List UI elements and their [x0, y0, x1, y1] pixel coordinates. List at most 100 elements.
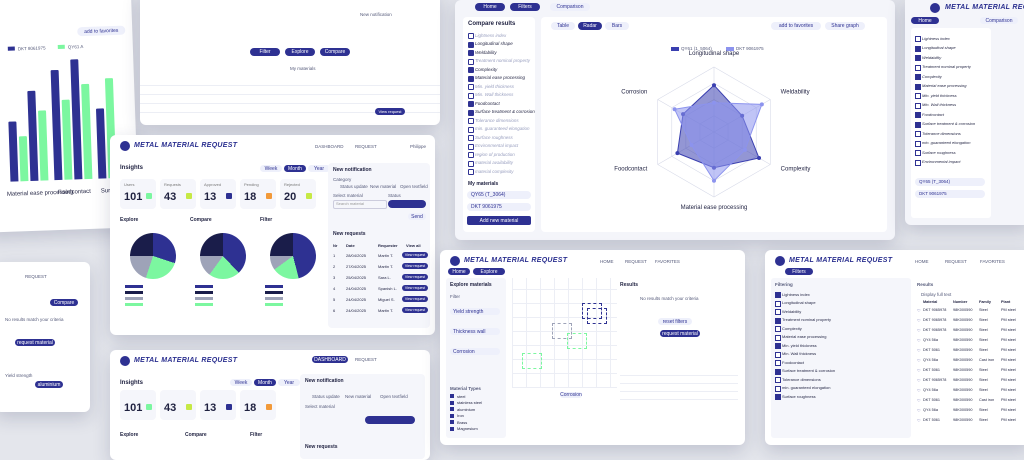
nav-dashboard[interactable]: DASHBOARD [315, 144, 344, 149]
tab-month[interactable]: Month [254, 379, 276, 386]
view-request-button[interactable]: View request [402, 307, 428, 313]
tab-month[interactable]: Month [284, 165, 306, 172]
view-more-button[interactable]: View request [375, 108, 405, 115]
nav-request[interactable]: REQUEST [625, 259, 647, 264]
property-checkbox[interactable] [468, 143, 474, 150]
property-checkbox[interactable] [468, 135, 474, 141]
tab-week[interactable]: Week [260, 165, 282, 172]
property-checkbox[interactable] [915, 64, 921, 71]
nav-favorites[interactable]: FAVORITES [655, 259, 680, 264]
property-checkbox[interactable] [468, 33, 474, 39]
filter-checkbox[interactable] [775, 326, 781, 332]
property-checkbox[interactable] [468, 50, 474, 56]
add-to-favorites-button[interactable]: add to favorites [771, 22, 821, 30]
type-checkbox[interactable] [450, 400, 454, 405]
favorite-icon[interactable]: ♡ [917, 308, 921, 313]
material-item[interactable]: QY65 (T_3064) [467, 191, 531, 199]
view-request-button[interactable]: View request [402, 263, 428, 269]
add-to-favorites-button[interactable]: add to favorites [77, 25, 126, 37]
breadcrumb-home[interactable]: Home [911, 17, 939, 24]
property-checkbox[interactable] [468, 84, 474, 90]
share-graph-button[interactable]: Share graph [825, 22, 865, 30]
nav-home[interactable]: HOME [915, 259, 929, 264]
request-material-button[interactable]: request material [15, 339, 55, 346]
type-checkbox[interactable] [450, 394, 454, 398]
send-button[interactable]: Send [408, 213, 426, 220]
favorite-icon[interactable]: ♡ [917, 368, 921, 373]
view-request-button[interactable]: View request [402, 274, 428, 280]
nav-request[interactable]: REQUEST [355, 357, 377, 362]
compare-button[interactable]: Compare [50, 299, 78, 306]
filter-checkbox[interactable] [775, 292, 781, 298]
property-checkbox[interactable] [915, 112, 921, 118]
tab-bars[interactable]: Bars [605, 22, 629, 30]
view-request-button[interactable]: View request [402, 296, 428, 302]
favorite-icon[interactable]: ♡ [917, 388, 921, 393]
breadcrumb-filters[interactable]: Filters [785, 268, 813, 275]
material-item[interactable]: DKT 9061975 [467, 203, 531, 211]
filter-checkbox[interactable] [775, 360, 781, 366]
material-item[interactable]: DKT 9061975 [915, 190, 985, 198]
status-select[interactable] [365, 416, 415, 424]
property-checkbox[interactable] [915, 45, 921, 52]
filter-checkbox[interactable] [775, 394, 781, 400]
breadcrumb-home[interactable]: Home [448, 268, 470, 275]
nav-favorites[interactable]: FAVORITES [980, 259, 1005, 264]
filter-checkbox[interactable] [775, 377, 781, 383]
radio-open-textfield[interactable]: Open textfield [380, 394, 408, 399]
corrosion-tab[interactable]: Corrosion [560, 392, 582, 398]
favorite-icon[interactable]: ♡ [917, 398, 921, 403]
favorite-icon[interactable]: ♡ [917, 348, 921, 353]
property-checkbox[interactable] [915, 140, 921, 147]
thickness-wall-select[interactable]: Thickness wall [450, 328, 500, 335]
display-full-text[interactable]: Display full text [921, 292, 952, 297]
property-checkbox[interactable] [915, 121, 921, 128]
property-checkbox[interactable] [468, 152, 474, 158]
property-checkbox[interactable] [915, 55, 921, 61]
breadcrumb-filters[interactable]: Filters [510, 3, 540, 11]
radio-new-material[interactable]: New material [345, 394, 372, 399]
view-request-button[interactable]: View request [402, 252, 428, 258]
type-checkbox[interactable] [450, 420, 454, 424]
tab-table[interactable]: Table [551, 22, 575, 30]
breadcrumb-comparison[interactable]: Comparison [980, 17, 1018, 24]
property-checkbox[interactable] [915, 102, 921, 109]
corrosion-select[interactable]: Corrosion [450, 348, 500, 355]
breadcrumb-comparison[interactable]: Comparison [550, 3, 590, 11]
filter-checkbox[interactable] [775, 368, 781, 375]
filter-checkbox[interactable] [775, 300, 781, 307]
property-checkbox[interactable] [468, 92, 474, 99]
request-material-button[interactable]: request material [660, 330, 700, 337]
view-request-button[interactable]: View request [402, 285, 428, 291]
explore-button[interactable]: Explore [285, 48, 315, 56]
filter-checkbox[interactable] [775, 317, 781, 324]
status-select[interactable] [388, 200, 426, 208]
property-checkbox[interactable] [915, 74, 921, 80]
compare-button[interactable]: Compare [320, 48, 350, 56]
radio-status-update[interactable]: Status update [312, 394, 340, 399]
filter-checkbox[interactable] [775, 309, 781, 315]
tab-year[interactable]: Year [308, 165, 330, 172]
tab-year[interactable]: Year [278, 379, 300, 386]
property-checkbox[interactable] [468, 160, 474, 167]
favorite-icon[interactable]: ♡ [917, 328, 921, 333]
property-checkbox[interactable] [468, 109, 474, 116]
filter-checkbox[interactable] [775, 343, 781, 349]
filter-checkbox[interactable] [775, 334, 781, 341]
nav-request[interactable]: REQUEST [25, 274, 47, 279]
radio-new-material[interactable]: New material [370, 184, 397, 189]
nav-home[interactable]: HOME [600, 259, 614, 264]
filter-button[interactable]: Filter [250, 48, 280, 56]
filter-checkbox[interactable] [775, 385, 781, 392]
tab-radar[interactable]: Radar [578, 22, 602, 30]
property-checkbox[interactable] [915, 93, 921, 99]
aluminium-chip[interactable]: aluminium [35, 381, 63, 388]
type-checkbox[interactable] [450, 426, 454, 431]
favorite-icon[interactable]: ♡ [917, 318, 921, 323]
favorite-icon[interactable]: ♡ [917, 418, 921, 423]
reset-filters-button[interactable]: reset filters [658, 318, 692, 325]
tab-week[interactable]: Week [230, 379, 252, 386]
favorite-icon[interactable]: ♡ [917, 338, 921, 343]
property-checkbox[interactable] [468, 75, 474, 82]
yield-strength-select[interactable]: Yield strength [450, 308, 500, 315]
